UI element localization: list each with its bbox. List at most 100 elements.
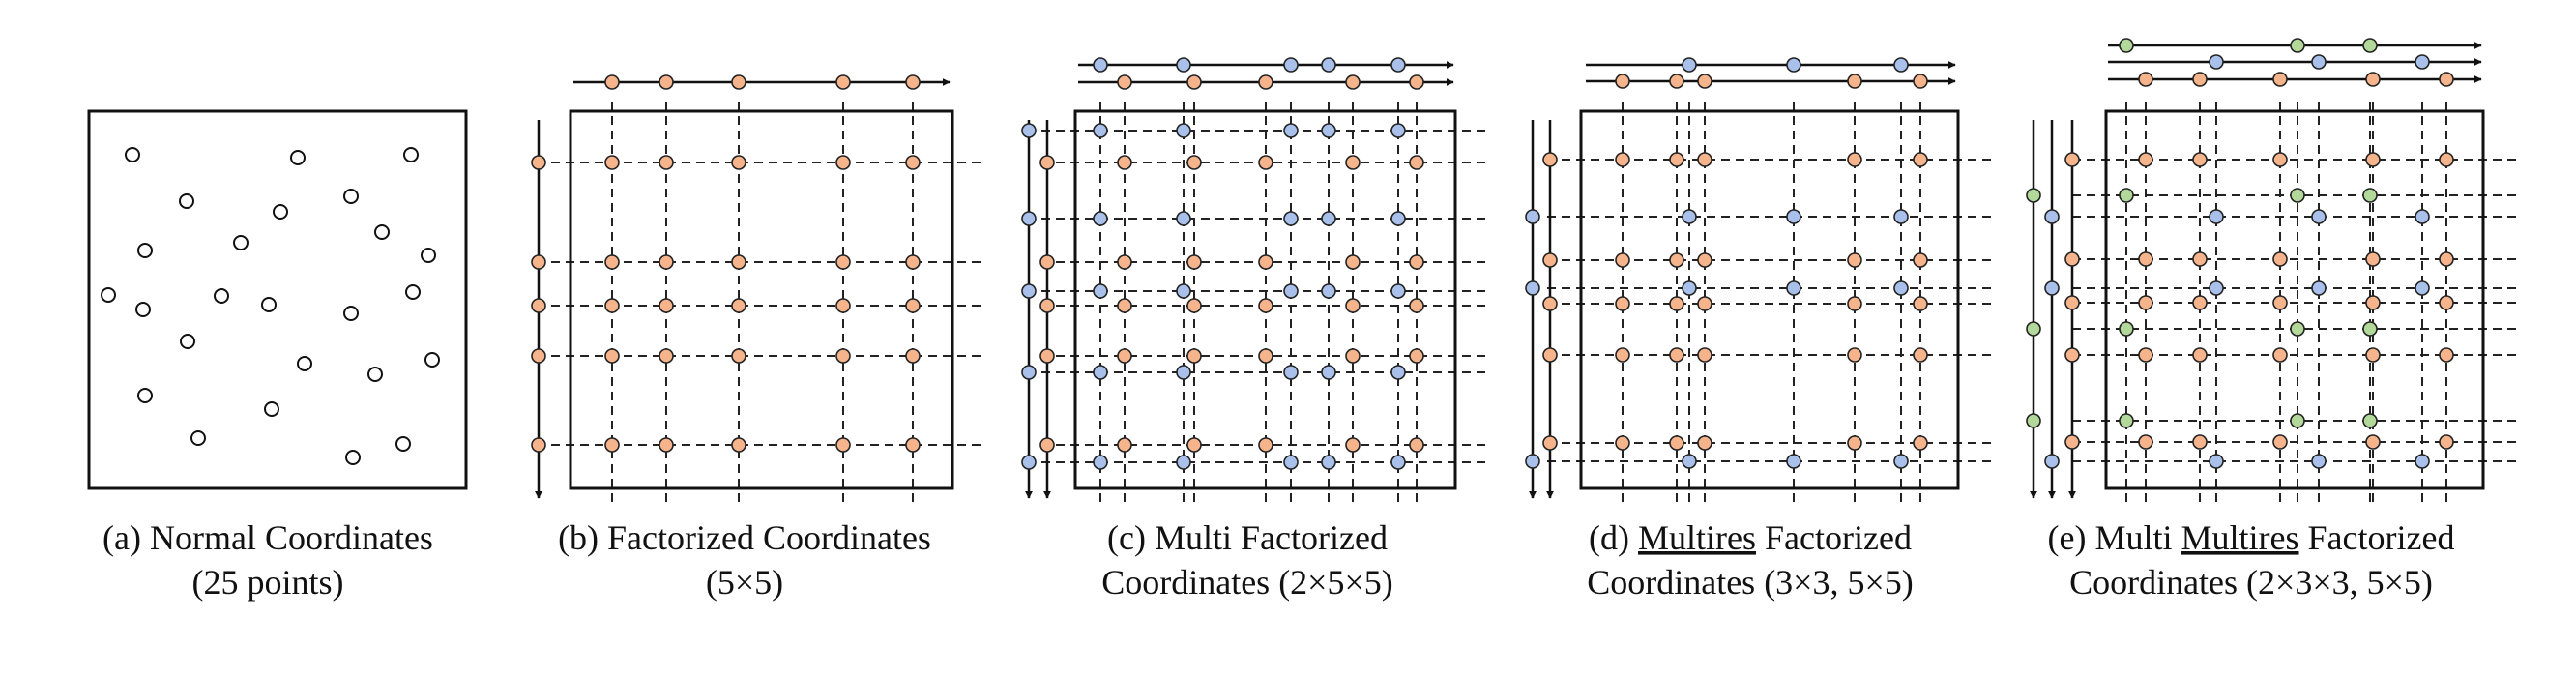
green-axis-point: [2026, 188, 2041, 203]
orange-axis-point: [905, 74, 921, 90]
orange-grid-point: [731, 298, 746, 313]
orange-grid-point: [659, 348, 674, 364]
blue-grid-point: [1786, 280, 1801, 296]
orange-grid-point: [1913, 296, 1928, 311]
orange-grid-point: [1913, 252, 1928, 268]
blue-axis-point: [1525, 454, 1540, 469]
orange-axis-point: [531, 254, 546, 270]
orange-grid-point: [1345, 298, 1361, 313]
orange-grid-point: [604, 254, 620, 270]
blue-grid-point: [2311, 280, 2327, 296]
orange-axis-point: [531, 155, 546, 170]
orange-grid-point: [1258, 437, 1273, 453]
orange-grid-point: [731, 254, 746, 270]
blue-grid-point: [2209, 454, 2224, 469]
random-point: [290, 150, 306, 165]
orange-axis-point: [2064, 251, 2080, 267]
orange-axis-point: [1615, 74, 1630, 89]
orange-grid-point: [2192, 251, 2208, 267]
orange-grid-point: [1615, 347, 1630, 363]
orange-grid-point: [1186, 254, 1202, 270]
blue-grid-point: [2209, 280, 2224, 296]
orange-grid-point: [1409, 348, 1424, 364]
green-grid-point: [2290, 321, 2305, 337]
orange-grid-point: [2439, 434, 2454, 450]
orange-grid-point: [2138, 251, 2153, 267]
caption-e-suffix: Factorized: [2299, 518, 2455, 557]
orange-grid-point: [1913, 347, 1928, 363]
random-point: [367, 367, 383, 382]
orange-axis-point: [1039, 155, 1055, 170]
orange-grid-point: [1409, 437, 1424, 453]
orange-grid-point: [2272, 347, 2288, 363]
orange-grid-point: [659, 155, 674, 170]
orange-grid-point: [2138, 295, 2153, 310]
blue-grid-point: [1682, 454, 1697, 469]
orange-axis-point: [1039, 437, 1055, 453]
orange-grid-point: [835, 254, 851, 270]
random-point: [403, 147, 419, 162]
orange-grid-point: [604, 155, 620, 170]
orange-axis-point: [1186, 74, 1202, 90]
orange-axis-point: [1542, 435, 1558, 451]
caption-c-line1: (c) Multi Factorized: [1107, 518, 1388, 557]
orange-axis-point: [604, 74, 620, 90]
orange-grid-point: [2365, 251, 2381, 267]
green-grid-point: [2362, 188, 2378, 203]
blue-axis-point: [2044, 280, 2060, 296]
green-grid-point: [2119, 413, 2134, 428]
orange-grid-point: [835, 437, 851, 453]
blue-axis-point: [2044, 209, 2060, 224]
green-axis-point: [2026, 413, 2041, 428]
blue-grid-point: [1321, 123, 1336, 138]
orange-grid-point: [1669, 252, 1684, 268]
caption-a-line1: (a) Normal Coordinates: [102, 518, 433, 557]
panel-a-box: [87, 109, 468, 490]
blue-axis-point: [1021, 123, 1037, 138]
random-point: [345, 450, 361, 465]
orange-axis-point: [2272, 72, 2288, 87]
orange-axis-point: [2439, 72, 2454, 87]
orange-grid-point: [2272, 251, 2288, 267]
orange-grid-point: [835, 298, 851, 313]
orange-axis-point: [1117, 74, 1132, 90]
orange-axis-point: [531, 437, 546, 453]
panel-a-normal-coordinates: [87, 109, 468, 490]
panel-box: [1579, 109, 1960, 490]
orange-grid-point: [1697, 435, 1712, 451]
orange-grid-point: [1345, 437, 1361, 453]
orange-axis-point: [2064, 347, 2080, 363]
blue-grid-point: [2415, 280, 2430, 296]
blue-grid-point: [1176, 123, 1191, 138]
panel-box: [1073, 109, 1457, 490]
random-point: [125, 147, 140, 162]
orange-axis-point: [1913, 74, 1928, 89]
blue-grid-point: [1893, 209, 1909, 224]
blue-axis-point: [1786, 57, 1801, 73]
blue-axis-point: [1893, 57, 1909, 73]
orange-grid-point: [1117, 437, 1132, 453]
blue-grid-point: [1093, 283, 1108, 299]
caption-e-multires: Multires: [2181, 518, 2299, 557]
random-point: [135, 302, 151, 317]
orange-grid-point: [1117, 348, 1132, 364]
orange-grid-point: [2138, 347, 2153, 363]
random-point: [424, 352, 440, 368]
orange-grid-point: [1409, 298, 1424, 313]
orange-grid-point: [1615, 296, 1630, 311]
random-point: [214, 288, 229, 304]
blue-grid-point: [1093, 123, 1108, 138]
orange-grid-point: [905, 348, 921, 364]
blue-grid-point: [1390, 365, 1406, 380]
orange-axis-point: [1039, 254, 1055, 270]
random-point: [180, 334, 195, 349]
random-point: [343, 306, 359, 321]
blue-grid-point: [2311, 209, 2327, 224]
blue-grid-point: [1786, 454, 1801, 469]
orange-grid-point: [905, 155, 921, 170]
orange-grid-point: [905, 254, 921, 270]
orange-grid-point: [835, 348, 851, 364]
orange-axis-point: [2192, 72, 2208, 87]
orange-axis-point: [1542, 152, 1558, 167]
